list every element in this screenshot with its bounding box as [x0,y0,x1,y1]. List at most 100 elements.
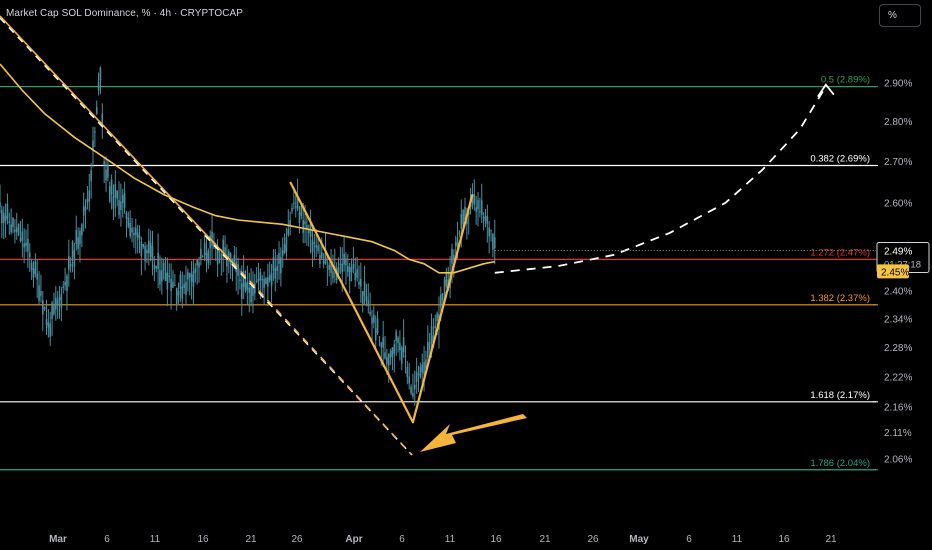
candle-body [421,364,424,373]
candle-body [118,200,120,216]
trendline-orange [0,15,233,263]
candle-body [188,272,191,278]
candle-body [183,284,185,288]
candle-body [248,287,251,293]
candle-body [356,269,358,278]
candle-body [101,113,104,124]
candle-body [181,286,184,299]
fib-level-label: 1.618 (2.17%) [810,390,870,401]
candle-body [434,325,437,329]
candle-body [480,200,483,215]
candle-body [360,278,362,287]
candle-body [350,267,353,273]
candle-body [270,272,273,287]
candle-body [241,283,243,299]
candle-body [90,170,92,182]
candle-body [293,202,295,204]
price-badges: 2.49%01:27:182.45% [876,242,930,279]
candle-body [14,229,16,232]
candle-body [410,386,412,394]
candle-body [387,353,390,366]
candle-body [146,249,148,254]
percent-scale-button[interactable]: % [879,4,921,27]
candle-body [8,221,11,223]
candle-body [196,260,198,266]
time-tick-label: 21 [539,534,551,545]
candle-body [71,241,74,258]
chart-title: Market Cap SOL Dominance, % · 4h · CRYPT… [6,8,244,19]
candle-body [227,251,230,262]
candle-body [337,266,340,273]
candle-body [108,186,111,202]
candle-body [352,263,355,269]
price-tick-label: 2.06% [884,455,912,466]
candle-body [328,264,331,270]
candle-body [268,275,271,281]
candle-body [19,237,22,241]
candle-body [64,281,66,286]
candle-body [378,336,381,338]
time-tick-label: Apr [345,534,362,545]
fib-level-label: 1.382 (2.37%) [810,293,870,304]
ema-value-label: 2.45% [881,267,909,278]
candle-body [428,341,431,350]
candle-body [369,311,371,315]
price-tick-label: 2.40% [884,286,912,297]
candle-body [419,366,422,378]
candle-body [304,221,306,225]
candle-body [252,284,254,296]
candle-body [92,140,94,152]
candle-body [354,272,357,280]
candle-body [319,254,321,264]
fib-level-label: 1.272 (2.47%) [810,247,870,258]
candle-body [226,259,228,267]
fib-level-label: 0.5 (2.89%) [821,75,870,86]
candle-body [159,269,161,285]
candle-body [408,376,410,384]
candle-body [371,317,373,324]
price-tick-label: 2.22% [884,372,912,383]
candle-body [391,347,394,358]
candle-body [66,275,68,292]
candle-body [155,266,158,269]
time-tick-label: 11 [150,534,161,545]
candle-body [0,202,1,208]
candle-body [12,217,14,228]
candle-body [443,279,446,294]
candle-body [315,244,317,248]
candle-body [56,299,59,305]
candle-body [120,201,122,210]
candle-body [451,248,453,264]
candle-body [395,331,397,342]
time-tick-label: 6 [399,534,405,545]
ema-line [0,63,495,274]
candle-body [43,306,46,310]
candle-body [28,252,31,258]
candle-body [445,272,448,287]
price-tick-label: 2.34% [884,314,912,325]
candle-body [15,227,18,233]
candle-body [242,271,245,288]
candle-body [313,242,316,244]
candle-body [222,239,224,255]
candle-body [307,229,310,233]
candle-body [205,252,208,261]
candle-body [21,231,24,241]
candle-body [77,237,79,249]
candle-body [492,234,494,250]
candle-body [386,357,388,365]
price-tick-label: 2.11% [884,428,912,439]
candle-body [161,270,163,282]
candle-body [34,261,37,274]
candle-body [400,347,403,364]
candle-body [190,274,193,282]
candle-body [45,318,48,326]
candle-body [201,256,204,258]
candle-body [259,271,262,281]
candle-body [179,274,182,289]
candle-body [112,195,115,209]
candle-body [345,258,347,266]
candle-body [233,255,236,269]
candle-body [339,263,342,266]
